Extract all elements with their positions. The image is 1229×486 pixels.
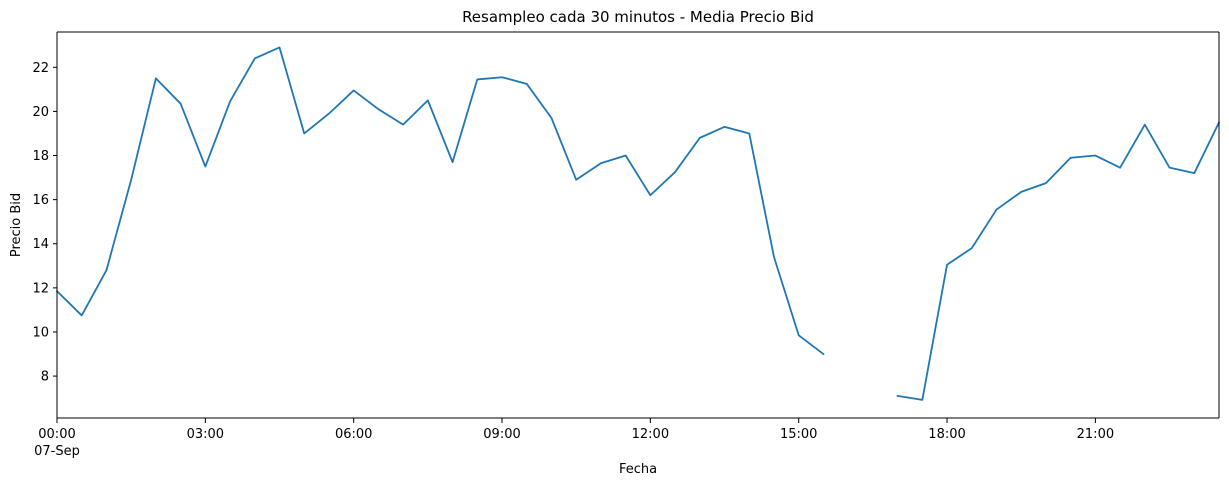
x-tick-label: 21:00 [1077, 427, 1114, 442]
y-tick-label: 8 [41, 370, 49, 385]
chart-title: Resampleo cada 30 minutos - Media Precio… [462, 8, 814, 26]
x-tick-label: 15:00 [780, 427, 817, 442]
x-tick-label: 12:00 [632, 427, 669, 442]
y-axis-ticks: 8 10 12 14 16 18 20 22 [32, 61, 57, 385]
x-tick-label: 00:00 [38, 427, 75, 442]
x-tick-label: 09:00 [483, 427, 520, 442]
x-tick-sublabel: 07-Sep [34, 444, 80, 459]
plot-area [55, 46, 1221, 401]
x-tick-label: 06:00 [335, 427, 372, 442]
y-axis-label: Precio Bid [9, 193, 24, 257]
y-tick-label: 10 [32, 325, 49, 340]
y-tick-label: 20 [32, 105, 49, 120]
y-tick-label: 16 [32, 193, 49, 208]
y-tick-label: 14 [32, 237, 49, 252]
x-axis-ticks: 00:00 03:00 06:00 09:00 12:00 15:00 18:00 21:00 [38, 418, 1114, 442]
x-axis-label: Fecha [619, 462, 657, 477]
y-tick-label: 22 [32, 61, 49, 76]
x-tick-label: 03:00 [187, 427, 224, 442]
x-tick-label: 18:00 [928, 427, 965, 442]
y-tick-label: 18 [32, 149, 49, 164]
axes [56, 31, 1220, 419]
y-tick-label: 12 [32, 281, 49, 296]
series-line [55, 46, 1221, 401]
